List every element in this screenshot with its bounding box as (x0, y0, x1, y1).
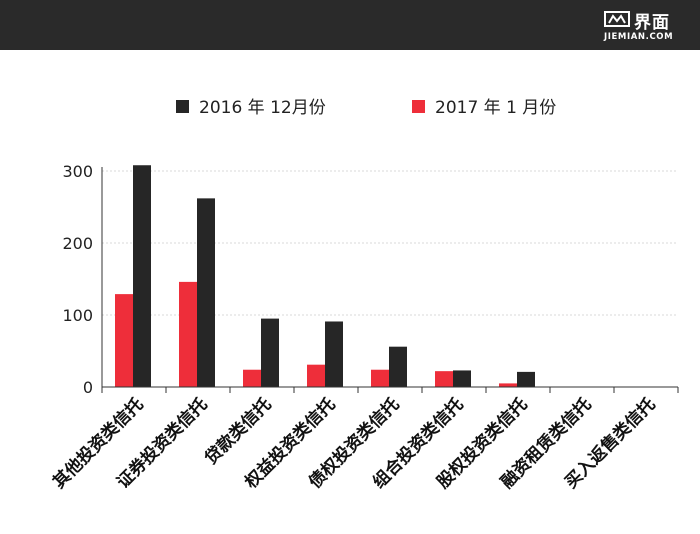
brand-logo[interactable]: 界面 JIEMIAN.COM (604, 8, 688, 44)
brand-name-en: JIEMIAN.COM (604, 32, 674, 42)
legend-swatch-0 (412, 100, 425, 113)
bar-6-series-1 (517, 371, 535, 387)
brand-name-cn: 界面 (634, 13, 670, 33)
legend: 2016 年 12月份 2017 年 1 月份 (176, 98, 556, 118)
legend-label-1: 2016 年 12月份 (199, 98, 326, 118)
y-tick-label-300: 300 (62, 162, 93, 181)
bar-1-series-0 (179, 281, 197, 387)
bar-chart: 0100200300其他投资类信托证券投资类信托贷款类信托权益投资类信托债权投资… (49, 98, 679, 493)
bar-2-series-1 (261, 318, 279, 387)
bar-5-series-1 (453, 370, 471, 387)
bar-6-series-0 (499, 383, 517, 387)
y-tick-label-0: 0 (83, 378, 93, 397)
bar-1-series-1 (197, 198, 215, 387)
top-bar: 界面 JIEMIAN.COM (0, 0, 700, 50)
bar-4-series-1 (389, 346, 407, 387)
bar-0-series-1 (133, 165, 151, 387)
bar-2-series-0 (243, 369, 261, 387)
bar-0-series-0 (115, 294, 133, 387)
bar-4-series-0 (371, 369, 389, 387)
brand-mark-icon (604, 11, 630, 27)
y-tick-label-100: 100 (62, 306, 93, 325)
bar-3-series-1 (325, 321, 343, 387)
y-tick-label-200: 200 (62, 234, 93, 253)
legend-label-0: 2017 年 1 月份 (435, 98, 556, 118)
bars (115, 165, 535, 387)
bar-3-series-0 (307, 364, 325, 387)
legend-swatch-1 (176, 100, 189, 113)
bar-5-series-0 (435, 371, 453, 387)
